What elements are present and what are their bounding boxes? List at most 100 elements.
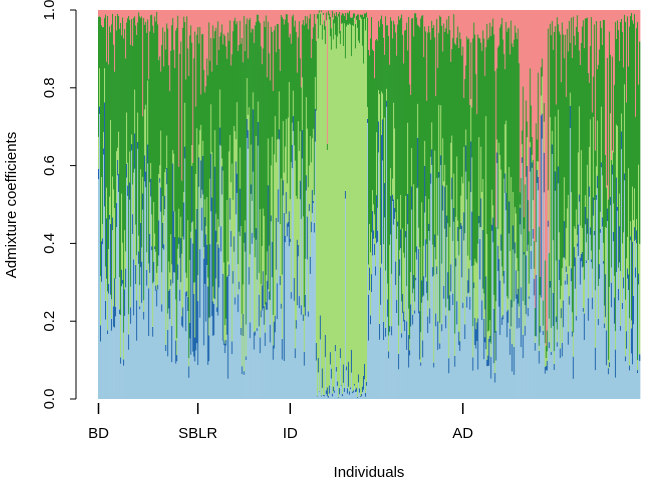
admixture-bar-segment [171, 10, 173, 26]
admixture-bar-segment [295, 10, 298, 33]
admixture-bar-segment [400, 247, 402, 399]
admixture-bar-segment [262, 10, 264, 49]
admixture-bar-segment [316, 14, 319, 19]
admixture-bar-segment [181, 325, 183, 399]
admixture-bar-segment [371, 16, 373, 233]
admixture-bar-segment [504, 173, 506, 193]
admixture-bar-segment [338, 388, 341, 395]
admixture-bar-segment [399, 259, 401, 276]
admixture-bar-segment [370, 10, 372, 39]
admixture-bar-segment [360, 10, 363, 16]
admixture-bar-segment [134, 10, 136, 17]
admixture-bar-segment [372, 255, 374, 399]
admixture-bar-segment [479, 239, 481, 280]
admixture-bar-segment [407, 224, 409, 399]
admixture-bar-segment [598, 49, 601, 250]
admixture-bar-segment [547, 190, 550, 221]
admixture-bar-segment [116, 30, 118, 152]
admixture-bar-segment [292, 14, 295, 91]
admixture-bar-segment [304, 10, 307, 16]
admixture-bar-segment [369, 10, 371, 56]
admixture-bar-segment [200, 124, 202, 161]
admixture-bar-segment [558, 232, 561, 260]
admixture-bar-segment [620, 10, 623, 19]
admixture-bar-segment [561, 268, 564, 343]
admixture-bar-segment [470, 191, 472, 399]
admixture-bar-segment [474, 258, 476, 318]
admixture-bar-segment [150, 196, 152, 399]
admixture-bar-segment [174, 237, 176, 273]
admixture-bar-segment [494, 372, 496, 383]
admixture-bar-segment [360, 18, 363, 395]
admixture-bar-segment [259, 209, 261, 338]
admixture-bar-segment [253, 332, 255, 350]
admixture-bar-segment [423, 295, 425, 399]
admixture-bar-segment [461, 55, 463, 177]
admixture-bar-segment [469, 10, 471, 105]
admixture-bar-segment [189, 338, 191, 399]
admixture-bar-segment [124, 315, 126, 399]
admixture-bar-segment [232, 271, 234, 284]
admixture-bar-segment [129, 19, 131, 152]
admixture-bar-segment [507, 298, 509, 310]
admixture-bar-segment [477, 243, 479, 319]
admixture-bar-segment [279, 285, 282, 399]
admixture-bar-segment [605, 330, 608, 366]
admixture-bar-segment [125, 10, 127, 59]
admixture-bar-segment [514, 253, 516, 399]
admixture-bar-segment [102, 224, 104, 239]
admixture-bar-segment [246, 18, 248, 79]
admixture-bar-segment [479, 227, 481, 240]
admixture-bar-segment [326, 387, 329, 397]
admixture-bar-segment [307, 10, 310, 30]
admixture-bar-segment [325, 10, 328, 13]
admixture-bar-segment [486, 366, 488, 399]
admixture-bar-segment [208, 10, 210, 23]
admixture-bar-segment [455, 10, 457, 45]
admixture-bar-segment [622, 232, 625, 278]
admixture-bar-segment [304, 16, 307, 259]
admixture-bar-segment [431, 122, 433, 150]
admixture-bar-segment [598, 249, 601, 265]
admixture-bar-segment [603, 19, 606, 306]
admixture-bar-segment [604, 226, 607, 275]
x-group-label: SBLR [178, 425, 217, 442]
admixture-bar-segment [574, 257, 577, 289]
admixture-bar-segment [209, 178, 211, 245]
admixture-bar-segment [443, 285, 445, 299]
admixture-bar-segment [445, 328, 447, 399]
admixture-bar-segment [210, 211, 212, 399]
admixture-bar-segment [599, 20, 602, 212]
admixture-bar-segment [475, 261, 477, 330]
admixture-bar-segment [633, 240, 636, 399]
admixture-bar-segment [522, 358, 524, 399]
admixture-bar-segment [523, 217, 525, 229]
admixture-bar-segment [576, 10, 579, 16]
admixture-bar-segment [506, 337, 508, 399]
admixture-bar-segment [441, 263, 443, 325]
admixture-bar-segment [240, 43, 242, 226]
admixture-bar-segment [637, 273, 640, 285]
admixture-bar-segment [460, 10, 462, 40]
admixture-bar-segment [225, 46, 227, 319]
admixture-bar-segment [405, 237, 407, 399]
admixture-bar-segment [121, 10, 123, 36]
admixture-bar-segment [503, 10, 505, 54]
admixture-bar-segment [267, 21, 269, 139]
admixture-bar-segment [385, 327, 387, 337]
admixture-bar-segment [182, 10, 184, 28]
admixture-bar-segment [509, 54, 511, 252]
admixture-bar-segment [152, 10, 154, 26]
admixture-bar-segment [575, 209, 578, 317]
admixture-bar-segment [263, 324, 265, 399]
admixture-bar-segment [296, 239, 299, 306]
admixture-bar-segment [210, 37, 212, 105]
admixture-bar-segment [204, 283, 206, 399]
admixture-bar-segment [306, 216, 309, 260]
admixture-bar-segment [111, 318, 113, 331]
admixture-bar-segment [239, 147, 241, 189]
admixture-bar-segment [241, 313, 243, 367]
admixture-bar-segment [300, 305, 303, 315]
admixture-bar-segment [434, 37, 436, 151]
x-axis: BD SBLR ID AD [88, 403, 473, 442]
